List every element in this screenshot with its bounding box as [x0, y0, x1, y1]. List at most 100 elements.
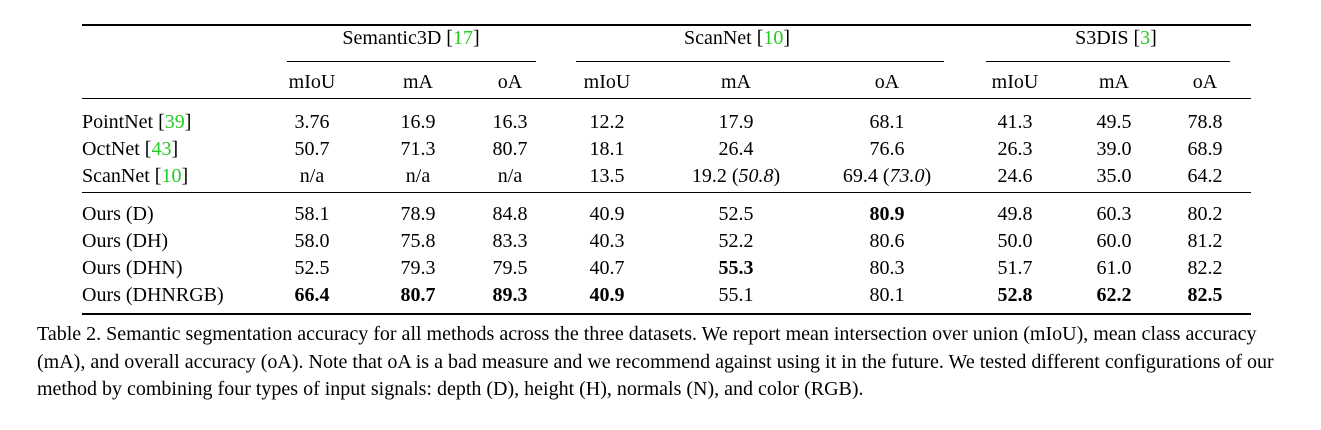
dataset-name: S3DIS [1075, 27, 1129, 49]
cell-value: 78.9 [400, 203, 436, 225]
alt-open: ( [877, 165, 890, 187]
table-cell: 66.4 [295, 283, 330, 307]
method-label: Ours (DHN) [82, 256, 183, 280]
method-label: Ours (DH) [82, 229, 168, 253]
cell-value: 80.6 [869, 230, 905, 252]
table-cell: 55.1 [719, 283, 754, 307]
table-cell: 16.9 [401, 110, 436, 134]
cell-value: n/a [299, 165, 325, 187]
cell-value: 75.8 [400, 230, 436, 252]
table-cell: 78.9 [401, 202, 436, 226]
table-cell: 64.2 [1188, 164, 1223, 188]
table-cell: 81.2 [1188, 229, 1223, 253]
method-name: Ours (DHNRGB) [82, 284, 224, 306]
column-header-oa: oA [1192, 71, 1218, 93]
table-cell: 62.2 [1097, 283, 1132, 307]
cell-value: 39.0 [1096, 138, 1132, 160]
cell-value: 50.0 [997, 230, 1033, 252]
cell-value: n/a [405, 165, 431, 187]
dataset-name: ScanNet [683, 27, 752, 49]
table-cell: 60.3 [1097, 202, 1132, 226]
citation-close: ] [472, 27, 480, 49]
table-cell: 49.8 [998, 202, 1033, 226]
cell-value: 82.5 [1187, 284, 1223, 306]
cell-value: 16.9 [400, 111, 436, 133]
cell-alt-value: 73.0 [889, 165, 925, 187]
table-cell: 52.5 [295, 256, 330, 280]
cell-value: 89.3 [492, 284, 528, 306]
table-header-rule [82, 98, 1251, 99]
table-cell: 80.7 [493, 137, 528, 161]
alt-open: ( [726, 165, 739, 187]
cell-value: 52.2 [718, 230, 754, 252]
column-header-miou: mIoU [288, 71, 336, 93]
table-cell: 75.8 [401, 229, 436, 253]
cell-value: 40.7 [589, 257, 625, 279]
column-header-oa: oA [874, 71, 900, 93]
citation-open: [ [441, 27, 453, 49]
citation-close: ] [783, 27, 791, 49]
cell-alt-value: 50.8 [738, 165, 774, 187]
cell-value: 82.2 [1187, 257, 1223, 279]
table-cell: 89.3 [493, 283, 528, 307]
table-cell: 26.3 [998, 137, 1033, 161]
cell-value: 52.5 [294, 257, 330, 279]
cell-value: 40.9 [589, 284, 625, 306]
table-cell: 78.8 [1188, 110, 1223, 134]
cell-value: 49.8 [997, 203, 1033, 225]
table-cell: 83.3 [493, 229, 528, 253]
cell-value: 24.6 [997, 165, 1033, 187]
cell-value: n/a [497, 165, 523, 187]
table-cell: 68.1 [870, 110, 905, 134]
table-cell: 80.7 [401, 283, 436, 307]
alt-close: ) [773, 165, 781, 187]
cell-value: 78.8 [1187, 111, 1223, 133]
cell-value: 81.2 [1187, 230, 1223, 252]
cell-value: 18.1 [589, 138, 625, 160]
cell-value: 52.5 [718, 203, 754, 225]
citation-ref: 17 [452, 27, 473, 49]
cell-value: 60.3 [1096, 203, 1132, 225]
citation-ref: 10 [161, 165, 182, 187]
method-name: PointNet [82, 111, 154, 133]
table-cell: 80.6 [870, 229, 905, 253]
citation-open: [ [149, 165, 162, 187]
cell-value: 80.1 [869, 284, 905, 306]
cell-value: 55.1 [718, 284, 754, 306]
table-cell: 51.7 [998, 256, 1033, 280]
cell-value: 71.3 [400, 138, 436, 160]
column-header-miou: mIoU [583, 71, 631, 93]
table-cell: 26.4 [719, 137, 754, 161]
table-cell: 18.1 [590, 137, 625, 161]
table-cell: 39.0 [1097, 137, 1132, 161]
table-cell: 82.5 [1188, 283, 1223, 307]
cell-value: 55.3 [718, 257, 754, 279]
table-cell: n/a [406, 164, 430, 188]
dataset-header-scannet: ScanNet [10] [684, 26, 790, 50]
table-cell: 35.0 [1097, 164, 1132, 188]
dataset-name: Semantic3D [342, 27, 442, 49]
table-cell: 49.5 [1097, 110, 1132, 134]
table-cell: 69.4 (73.0) [843, 164, 931, 188]
table-caption: Table 2. Semantic segmentation accuracy … [37, 323, 1274, 400]
column-header-ma: mA [403, 71, 433, 93]
cell-value: 41.3 [997, 111, 1033, 133]
dataset-header-semantic3d: Semantic3D [17] [342, 26, 479, 50]
table-cell: 82.2 [1188, 256, 1223, 280]
cell-value: 80.7 [492, 138, 528, 160]
cell-value: 80.2 [1187, 203, 1223, 225]
cell-value: 76.6 [869, 138, 905, 160]
table-cell: 79.5 [493, 256, 528, 280]
cell-value: 83.3 [492, 230, 528, 252]
cell-value: 50.7 [294, 138, 330, 160]
citation-open: [ [751, 27, 764, 49]
column-header-ma: mA [721, 71, 751, 93]
cell-value: 66.4 [294, 284, 330, 306]
table-cell: 24.6 [998, 164, 1033, 188]
cell-value: 40.3 [589, 230, 625, 252]
citation-ref: 43 [151, 138, 172, 160]
table-cell: 52.5 [719, 202, 754, 226]
cell-value: 40.9 [589, 203, 625, 225]
table-top-rule [82, 24, 1251, 26]
cell-value: 69.4 [842, 165, 878, 187]
